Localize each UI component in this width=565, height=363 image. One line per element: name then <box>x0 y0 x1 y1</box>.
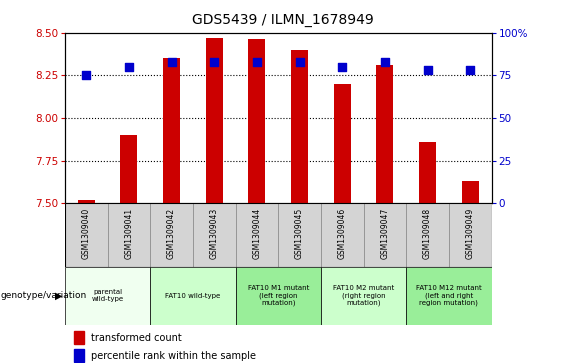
FancyBboxPatch shape <box>321 203 364 267</box>
Text: GSM1309047: GSM1309047 <box>380 208 389 260</box>
Text: genotype/variation: genotype/variation <box>1 291 87 300</box>
FancyBboxPatch shape <box>406 203 449 267</box>
Text: ▶: ▶ <box>55 291 62 301</box>
Bar <box>163 58 180 203</box>
FancyBboxPatch shape <box>236 267 321 325</box>
FancyBboxPatch shape <box>107 203 150 267</box>
Bar <box>376 65 393 203</box>
FancyBboxPatch shape <box>364 203 406 267</box>
Text: GSM1309044: GSM1309044 <box>253 208 262 260</box>
Point <box>423 67 432 73</box>
Point <box>380 59 389 65</box>
Text: GSM1309042: GSM1309042 <box>167 208 176 259</box>
FancyBboxPatch shape <box>406 267 492 325</box>
Text: percentile rank within the sample: percentile rank within the sample <box>90 351 255 361</box>
Bar <box>419 142 436 203</box>
Point <box>253 59 262 65</box>
Text: GSM1309048: GSM1309048 <box>423 208 432 259</box>
Point <box>295 59 304 65</box>
Text: GSM1309046: GSM1309046 <box>338 208 347 260</box>
Bar <box>206 38 223 203</box>
FancyBboxPatch shape <box>193 203 236 267</box>
Point <box>466 67 475 73</box>
FancyBboxPatch shape <box>321 267 406 325</box>
FancyBboxPatch shape <box>449 203 492 267</box>
Point <box>82 72 91 78</box>
FancyBboxPatch shape <box>279 203 321 267</box>
Bar <box>462 181 479 203</box>
FancyBboxPatch shape <box>65 203 107 267</box>
Bar <box>78 200 95 203</box>
Text: GSM1309040: GSM1309040 <box>82 208 91 260</box>
Text: FAT10 M12 mutant
(left and right
region mutation): FAT10 M12 mutant (left and right region … <box>416 285 482 306</box>
Text: FAT10 M1 mutant
(left region
mutation): FAT10 M1 mutant (left region mutation) <box>247 285 309 306</box>
Point <box>167 59 176 65</box>
Text: FAT10 wild-type: FAT10 wild-type <box>166 293 220 299</box>
Bar <box>120 135 137 203</box>
Point <box>338 64 347 70</box>
Text: GSM1309045: GSM1309045 <box>295 208 304 260</box>
Bar <box>291 50 308 203</box>
FancyBboxPatch shape <box>65 267 150 325</box>
Text: FAT10 M2 mutant
(right region
mutation): FAT10 M2 mutant (right region mutation) <box>333 285 394 306</box>
Text: GSM1309049: GSM1309049 <box>466 208 475 260</box>
Bar <box>334 84 351 203</box>
Text: GDS5439 / ILMN_1678949: GDS5439 / ILMN_1678949 <box>192 13 373 27</box>
Bar <box>73 331 84 344</box>
FancyBboxPatch shape <box>236 203 279 267</box>
Text: GSM1309041: GSM1309041 <box>124 208 133 259</box>
Point <box>124 64 133 70</box>
Text: transformed count: transformed count <box>90 333 181 343</box>
Bar <box>249 40 266 203</box>
Point <box>210 59 219 65</box>
FancyBboxPatch shape <box>150 267 236 325</box>
Text: parental
wild-type: parental wild-type <box>92 289 124 302</box>
FancyBboxPatch shape <box>150 203 193 267</box>
Bar <box>73 349 84 362</box>
Text: GSM1309043: GSM1309043 <box>210 208 219 260</box>
